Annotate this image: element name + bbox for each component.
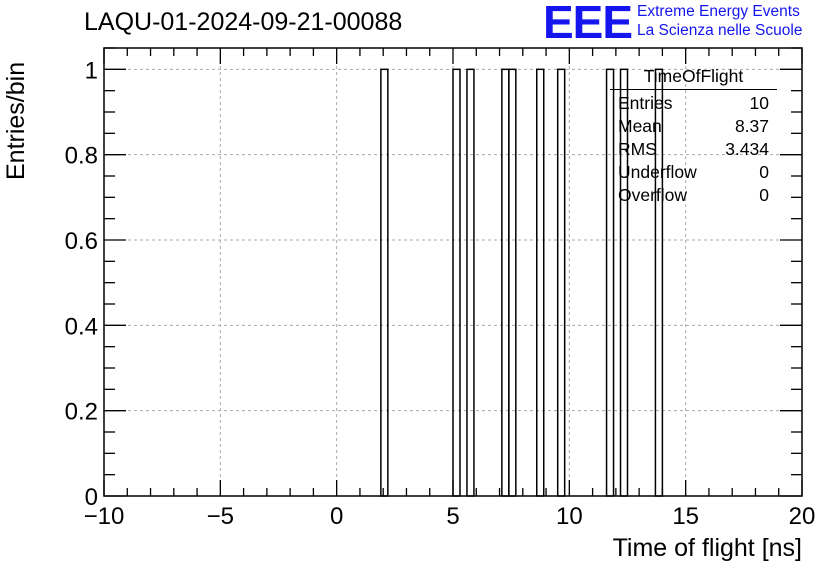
histogram-bar (508, 68, 517, 497)
stats-label: RMS (618, 139, 657, 159)
y-tick-label: 1 (85, 57, 98, 84)
x-tick-label: −10 (84, 503, 125, 530)
stats-value: 3.434 (725, 139, 769, 159)
y-tick-label: 0.8 (65, 143, 98, 170)
logo-line-2: La Scienza nelle Scuole (637, 22, 803, 39)
y-tick-label: 0.4 (65, 313, 98, 340)
stats-row: Underflow 0 (610, 161, 777, 184)
x-axis-label: Time of flight [ns] (612, 534, 802, 562)
histogram-bar (466, 68, 475, 497)
stats-label: Mean (618, 116, 662, 136)
eee-logo-text: Extreme Energy Events La Scienza nelle S… (637, 2, 802, 40)
histogram-bar (556, 68, 566, 497)
x-tick-label: 10 (556, 503, 583, 530)
histogram-bar (501, 68, 510, 497)
stats-label: Entries (618, 93, 673, 113)
stats-row: Overflow 0 (610, 184, 777, 207)
x-tick-label: 0 (330, 503, 343, 530)
eee-logo: EEE (543, 0, 633, 48)
y-tick-labels: 0 0.2 0.4 0.6 0.8 1 (65, 57, 98, 511)
x-tick-label: 20 (789, 503, 816, 530)
stats-row: Mean 8.37 (610, 115, 777, 138)
y-tick-label: 0 (85, 484, 98, 511)
stats-label: Overflow (618, 185, 688, 205)
stats-row: Entries 10 (610, 92, 777, 115)
stats-box: TimeOfFlight Entries 10 Mean 8.37 RMS 3.434… (610, 66, 777, 207)
stats-row: RMS 3.434 (610, 138, 777, 161)
x-tick-label: −5 (207, 503, 234, 530)
x-tick-label: 15 (672, 503, 699, 530)
x-tick-label: 5 (446, 503, 459, 530)
x-tick-labels: −10 −5 0 5 10 15 20 (84, 503, 816, 530)
stats-value: 0 (759, 162, 769, 182)
y-tick-label: 0.2 (65, 399, 98, 426)
chart-title: LAQU-01-2024-09-21-00088 (84, 8, 403, 36)
stats-box-title: TimeOfFlight (610, 66, 777, 90)
histogram-bar (536, 68, 545, 497)
histogram-bar (380, 68, 389, 497)
histogram-bar (452, 68, 461, 497)
stats-value: 8.37 (734, 116, 769, 136)
stats-label: Underflow (618, 162, 697, 182)
histogram-bar (605, 68, 615, 497)
histogram-bar (619, 68, 629, 497)
axis-ticks (103, 47, 803, 497)
histogram-bars (380, 68, 664, 497)
stats-value: 10 (749, 93, 769, 113)
y-tick-label: 0.6 (65, 228, 98, 255)
stats-value: 0 (759, 185, 769, 205)
y-axis-label: Entries/bin (2, 61, 30, 180)
histogram-bar (654, 68, 664, 497)
logo-line-1: Extreme Energy Events (637, 3, 800, 20)
